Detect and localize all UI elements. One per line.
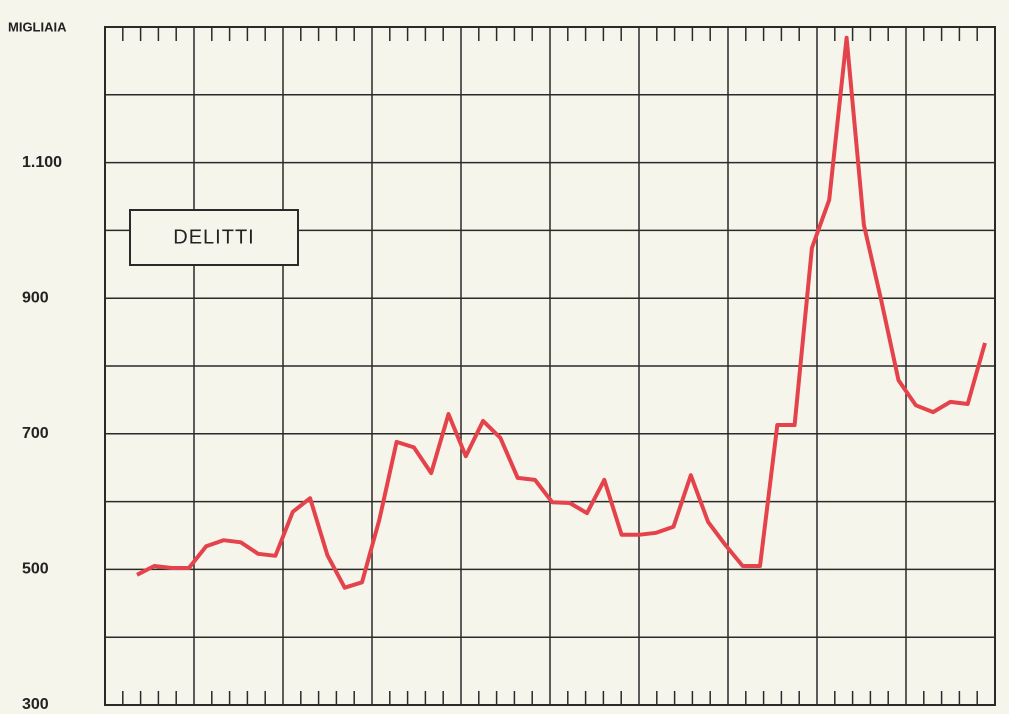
- annotation: DELITTI: [173, 226, 254, 248]
- y-tick-label: 500: [22, 561, 49, 578]
- y-axis-label: MIGLIAIA: [8, 19, 67, 34]
- y-tick-label: 1.100: [22, 154, 62, 171]
- y-tick-label: 900: [22, 289, 49, 306]
- y-tick-label: 300: [22, 696, 49, 713]
- annotation-box: [129, 209, 299, 266]
- plot-frame: [104, 26, 996, 706]
- y-tick-label: 700: [22, 425, 49, 442]
- data-line: [136, 35, 987, 590]
